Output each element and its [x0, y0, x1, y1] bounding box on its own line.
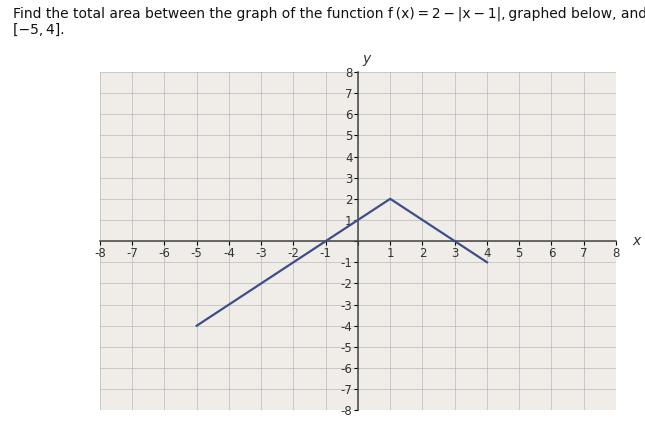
Text: y: y: [362, 52, 370, 66]
Text: Find the total area between the graph of the function f (x) = 2 − |x − 1|, graph: Find the total area between the graph of…: [13, 6, 645, 21]
Text: x: x: [633, 234, 641, 248]
Text: [−5, 4].: [−5, 4].: [13, 23, 64, 37]
